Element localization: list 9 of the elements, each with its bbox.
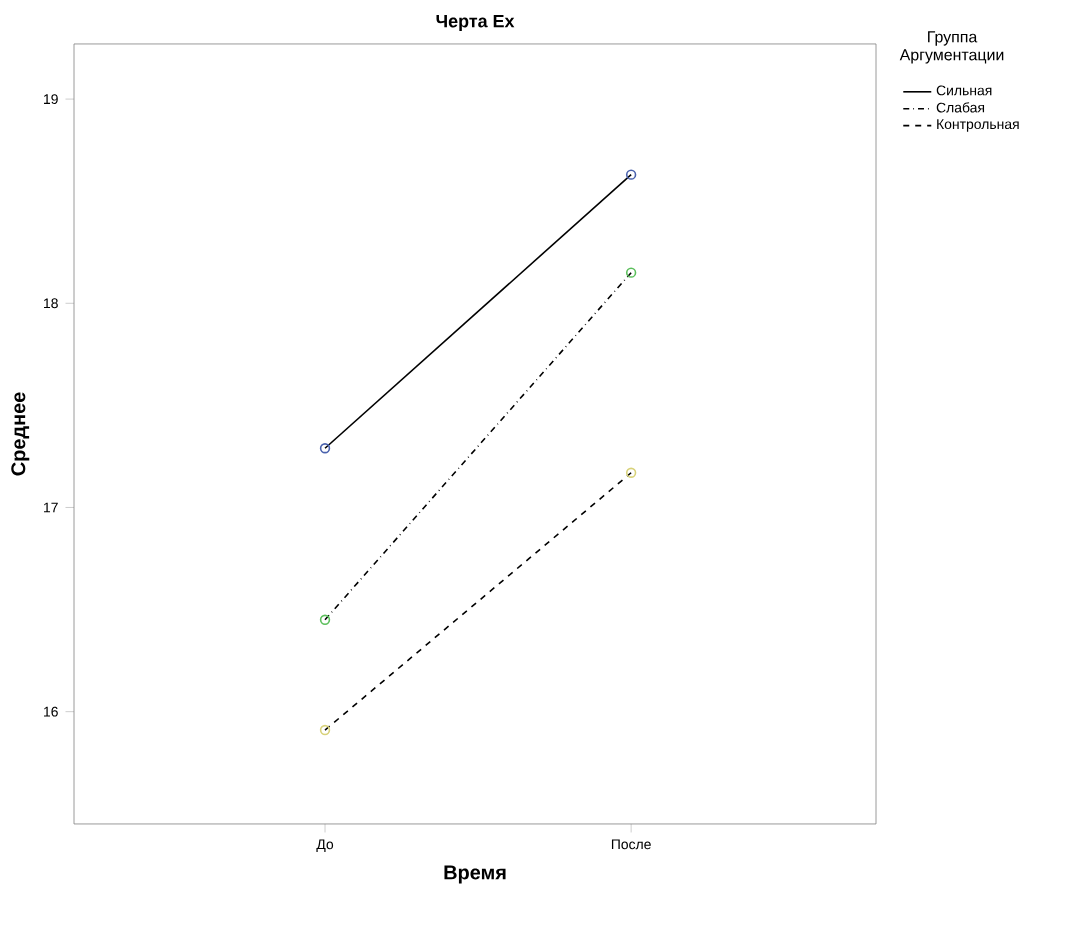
point — [625, 267, 637, 278]
point — [319, 614, 331, 625]
point — [625, 169, 637, 180]
point — [625, 467, 637, 478]
chart-title: Черта Ex — [436, 14, 515, 31]
y-axis-title: Среднее — [11, 392, 30, 476]
point — [319, 724, 331, 736]
x-axis-title: Время — [444, 865, 506, 884]
point — [319, 443, 331, 454]
